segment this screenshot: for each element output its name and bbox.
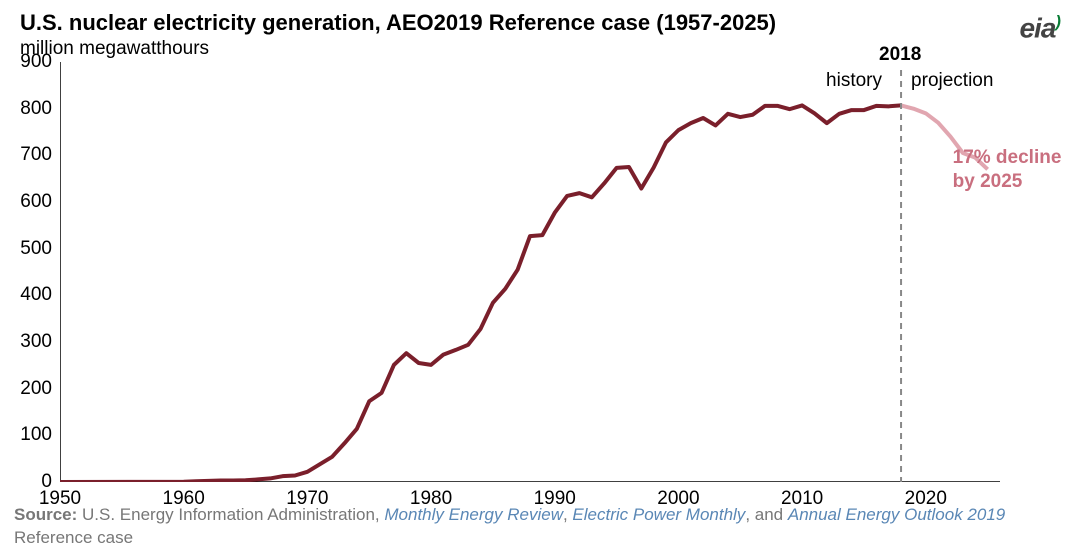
y-tick-label: 600	[20, 191, 60, 213]
eia-logo: eia)	[1019, 12, 1060, 44]
annotation: 2018	[879, 44, 921, 66]
series-history-line	[60, 105, 901, 482]
logo-text: eia	[1019, 12, 1055, 43]
source-label: Source:	[14, 505, 77, 524]
axes	[60, 62, 1000, 482]
annotation: projection	[911, 70, 993, 92]
chart-title: U.S. nuclear electricity generation, AEO…	[20, 10, 776, 36]
y-tick-label: 200	[20, 378, 60, 400]
logo-accent-icon: )	[1055, 12, 1060, 31]
annotation: history	[826, 70, 882, 92]
source-line: Source: U.S. Energy Information Administ…	[14, 504, 1066, 550]
plot-area: 0100200300400500600700800900195019601970…	[60, 62, 1000, 482]
y-tick-label: 900	[20, 51, 60, 73]
y-tick-label: 100	[20, 424, 60, 446]
y-tick-label: 700	[20, 144, 60, 166]
source-ital-2: Electric Power Monthly	[572, 505, 745, 524]
source-plain-1: U.S. Energy Information Administration,	[77, 505, 384, 524]
plot-svg	[60, 62, 1000, 482]
source-ital-1: Monthly Energy Review	[384, 505, 563, 524]
y-tick-label: 800	[20, 98, 60, 120]
source-plain-3: , and	[745, 505, 788, 524]
source-plain-4: Reference case	[14, 528, 133, 547]
y-tick-label: 300	[20, 331, 60, 353]
source-ital-3: Annual Energy Outlook 2019	[788, 505, 1005, 524]
chart-container: U.S. nuclear electricity generation, AEO…	[0, 0, 1080, 560]
annotation: 17% declineby 2025	[953, 146, 1062, 194]
y-tick-label: 500	[20, 238, 60, 260]
source-plain-2: ,	[563, 505, 572, 524]
y-tick-label: 400	[20, 284, 60, 306]
